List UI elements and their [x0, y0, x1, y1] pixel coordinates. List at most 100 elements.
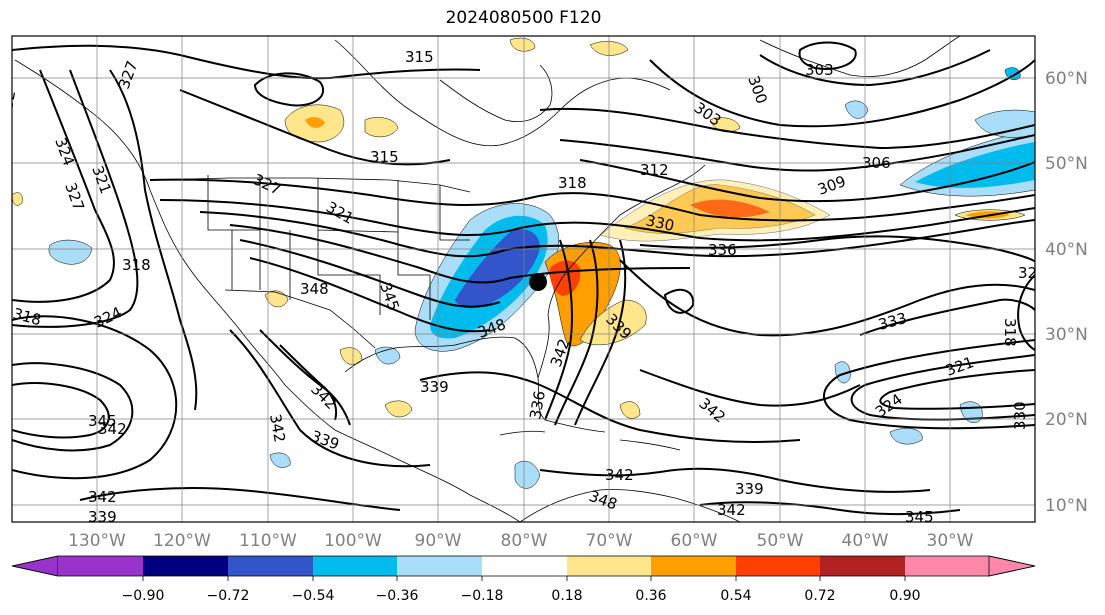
map-plot-area: 315 303 303 300 327 32 324 321 327 318 3… [0, 35, 1036, 526]
contour-label: 342 [88, 488, 117, 506]
canada-arctic [334, 39, 671, 147]
us-east-coast [537, 164, 706, 379]
contour-north-2 [179, 89, 451, 166]
contour-333 [859, 298, 1035, 336]
contour-subtropic-2 [419, 371, 801, 443]
contour-label: 339 [420, 378, 449, 396]
contour-mexico-1 [259, 329, 351, 426]
coastline-layer [14, 36, 961, 522]
contour-label: 312 [640, 161, 669, 179]
red-pocket [549, 260, 581, 296]
contour-label: 336 [708, 241, 737, 259]
red-core [690, 199, 770, 218]
contour-west-coast-2 [12, 69, 139, 328]
contour-330 [249, 257, 491, 333]
contour-318-a [149, 178, 1035, 222]
colorbar-tick-label: 0.18 [551, 588, 582, 604]
contour-label: 339 [735, 480, 764, 498]
contour-label: 342 [98, 420, 127, 438]
contour-subtropic-1 [229, 329, 431, 468]
lat-tick-label: 50°N [1045, 154, 1088, 174]
lon-tick-label: 70°W [586, 531, 633, 551]
lon-tick-label: 40°W [842, 531, 889, 551]
colorbar: −0.90 −0.72 −0.54 −0.36 −0.18 0.18 0.36 … [11, 555, 1036, 604]
lon-tick-label: 100°W [324, 531, 382, 551]
yellow-patch-west [12, 192, 23, 206]
us-mexico-border [224, 289, 376, 349]
contour-mexico-2 [279, 344, 338, 421]
contour-east-coast-2 [554, 239, 599, 426]
contour-label: 348 [300, 280, 329, 298]
canada-us-border [149, 177, 471, 193]
yellow-patch-gulf [384, 400, 413, 418]
graticule [12, 36, 1035, 522]
contour-right-edge-1 [1017, 274, 1035, 351]
contour-label: 330 [644, 211, 676, 235]
colorbar-outline [11, 555, 1036, 577]
blue-patch-atlantic-south [889, 428, 923, 445]
contour-layer [12, 41, 1035, 516]
location-marker-icon [529, 273, 547, 291]
lat-tick-label: 30°N [1045, 325, 1088, 345]
lat-tick-label: 10°N [1045, 496, 1088, 516]
blue-patch-greenland [974, 109, 1035, 138]
yellow-patch-baja [264, 290, 289, 308]
contour-ring-atlantic-2 [850, 354, 1035, 421]
colorbar-tick-label: −0.18 [461, 588, 504, 604]
lat-axis: 60°N 50°N 40°N 30°N 20°N 10°N [1045, 69, 1088, 516]
lon-tick-label: 130°W [68, 531, 126, 551]
contour-greenland-1 [759, 49, 991, 87]
lon-axis: 130°W 120°W 110°W 100°W 90°W 80°W 70°W 6… [68, 531, 974, 551]
colorbar-segment [651, 556, 736, 576]
map-frame [11, 35, 1036, 523]
contour-339 [619, 259, 1035, 337]
lon-tick-label: 80°W [501, 531, 548, 551]
colorbar-tick-label: 0.90 [889, 588, 920, 604]
contour-west-coast-1 [12, 69, 115, 303]
colorbar-segment [736, 556, 820, 576]
contour-subtropic-4 [79, 487, 401, 511]
contour-subtropic-5 [699, 501, 961, 516]
lon-tick-label: 90°W [415, 531, 462, 551]
contour-324 [229, 224, 691, 284]
contour-label: 315 [370, 148, 399, 166]
blue-patch-caribbean [514, 460, 541, 489]
contour-336 [639, 235, 1035, 263]
contour-ring-pacific-1 [12, 362, 134, 452]
contour-north-loop [253, 72, 325, 107]
colorbar-segment [905, 556, 989, 576]
colorbar-tick-label: 0.36 [635, 588, 666, 604]
contour-label: 342 [605, 466, 634, 484]
blue-patch-pacific [48, 239, 93, 265]
colorbar-tick-label: −0.90 [122, 588, 165, 604]
colorbar-segment [567, 556, 651, 576]
blue-patch-small-1 [844, 100, 869, 119]
blue-patch-atlantic-ne-core [915, 142, 1035, 188]
contour-label: 345 [905, 508, 934, 526]
contour-label: 342 [266, 413, 289, 444]
contour-327 [239, 239, 501, 308]
contour-subtropic-3 [539, 467, 931, 493]
gulf-coast [344, 336, 546, 421]
colorbar-tick-label: −0.72 [207, 588, 250, 604]
lat-tick-label: 40°N [1045, 240, 1088, 260]
contour-north-1 [12, 44, 481, 80]
colorbar-tick-label: −0.54 [292, 588, 335, 604]
blue-patch-mexico-pacific [269, 452, 291, 468]
colorbar-segment [143, 556, 228, 576]
colorbar-segment [820, 556, 905, 576]
contour-312 [579, 159, 1035, 203]
contour-label: 336 [526, 389, 549, 420]
map-title: 2024080500 F120 [445, 8, 602, 28]
contour-ring-atlantic-1 [823, 339, 1035, 430]
lon-tick-label: 60°W [671, 531, 718, 551]
colorbar-ticks [142, 576, 906, 581]
contour-label: 32 [0, 89, 19, 111]
contour-label: 315 [405, 48, 434, 66]
shading-layer [12, 37, 1035, 489]
lon-tick-label: 50°W [757, 531, 804, 551]
colorbar-tick-label: −0.36 [376, 588, 419, 604]
colorbar-segment [228, 556, 313, 576]
contour-306 [539, 107, 1035, 150]
yellow-patch-caribbean-east [619, 401, 641, 419]
